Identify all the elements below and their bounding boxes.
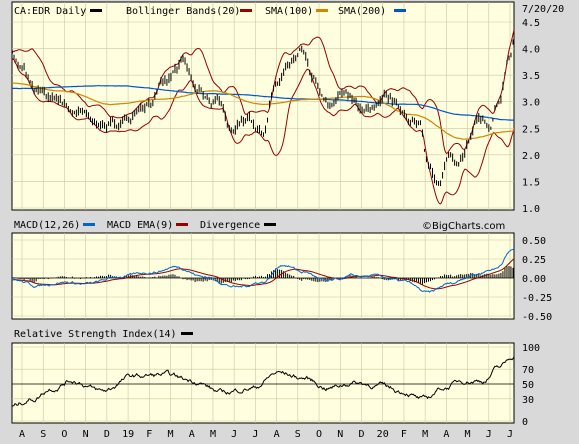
y-tick-label: 3.0 — [522, 98, 540, 109]
y-tick-label: -0.50 — [522, 312, 552, 323]
macd-line — [11, 248, 515, 293]
x-tick-label: 19 — [122, 429, 134, 440]
legend-sma200-swatch — [394, 9, 406, 12]
legend-sma100-label: SMA(100) — [265, 6, 313, 17]
x-tick-label: 20 — [377, 429, 389, 440]
y-tick-label: 0.50 — [522, 236, 546, 247]
y-tick-label: 0.00 — [522, 274, 546, 285]
macd-swatch — [83, 223, 95, 226]
price-panel-background — [11, 1, 515, 211]
macd-ema-label: MACD EMA(9) — [107, 220, 173, 231]
macd-ema-swatch — [176, 223, 188, 226]
macd-panel-background — [11, 232, 515, 320]
y-tick-label: 100 — [522, 343, 540, 354]
title-swatch — [90, 9, 102, 12]
chart-date: 7/20/20 — [522, 4, 564, 15]
divergence-swatch — [264, 223, 276, 226]
x-tick-label: A — [189, 429, 195, 440]
x-tick-label: O — [61, 429, 67, 440]
x-tick-label: M — [168, 429, 174, 440]
x-tick-label: S — [40, 429, 46, 440]
y-tick-label: 30 — [522, 395, 534, 406]
y-tick-label: 4.5 — [522, 18, 540, 29]
x-tick-label: J — [507, 429, 513, 440]
sma100-line — [11, 82, 515, 140]
rsi-swatch — [181, 332, 193, 335]
rsi-label: Relative Strength Index(14) — [14, 329, 177, 340]
x-tick-label: A — [274, 429, 280, 440]
x-tick-label: D — [104, 429, 110, 440]
x-tick-label: M — [465, 429, 471, 440]
x-tick-label: S — [295, 429, 301, 440]
bollinger-upper-band — [11, 29, 515, 155]
x-tick-label: F — [146, 429, 152, 440]
y-tick-label: -0.25 — [522, 293, 552, 304]
y-tick-label: 4.0 — [522, 45, 540, 56]
x-tick-label: M — [422, 429, 428, 440]
macd-label: MACD(12,26) — [14, 220, 80, 231]
legend-bollinger-label: Bollinger Bands(20) — [126, 6, 240, 17]
x-tick-label: A — [443, 429, 449, 440]
x-tick-label: N — [337, 429, 343, 440]
y-tick-label: 2.0 — [522, 151, 540, 162]
y-tick-label: 2.5 — [522, 124, 540, 135]
y-tick-label: 0 — [522, 417, 528, 428]
y-tick-label: 50 — [522, 380, 534, 391]
x-tick-label: F — [401, 429, 407, 440]
divergence-label: Divergence — [200, 220, 260, 231]
x-tick-label: D — [358, 429, 364, 440]
legend-sma100-swatch — [316, 9, 328, 12]
y-tick-label: 70 — [522, 365, 534, 376]
chart-title: CA:EDR Daily — [14, 6, 86, 17]
y-tick-label: 3.5 — [522, 71, 540, 82]
x-tick-label: N — [83, 429, 89, 440]
x-tick-label: J — [252, 429, 258, 440]
x-tick-label: M — [210, 429, 216, 440]
y-tick-label: 1.5 — [522, 177, 540, 188]
sma200-line — [11, 85, 514, 121]
watermark: ©BigCharts.com — [422, 221, 505, 232]
price-legend: CA:EDR Daily Bollinger Bands(20) SMA(100… — [14, 4, 564, 17]
y-tick-label: 1.0 — [522, 204, 540, 215]
x-tick-label: A — [19, 429, 25, 440]
legend-sma200-label: SMA(200) — [338, 6, 386, 17]
x-tick-label: J — [231, 429, 237, 440]
macd-ema-line — [12, 258, 515, 290]
y-tick-label: 0.25 — [522, 255, 546, 266]
bollinger-lower-band — [11, 58, 515, 205]
x-tick-label: O — [316, 429, 322, 440]
legend-bollinger-swatch — [240, 9, 252, 12]
rsi-line — [11, 356, 515, 407]
x-tick-label: J — [486, 429, 492, 440]
